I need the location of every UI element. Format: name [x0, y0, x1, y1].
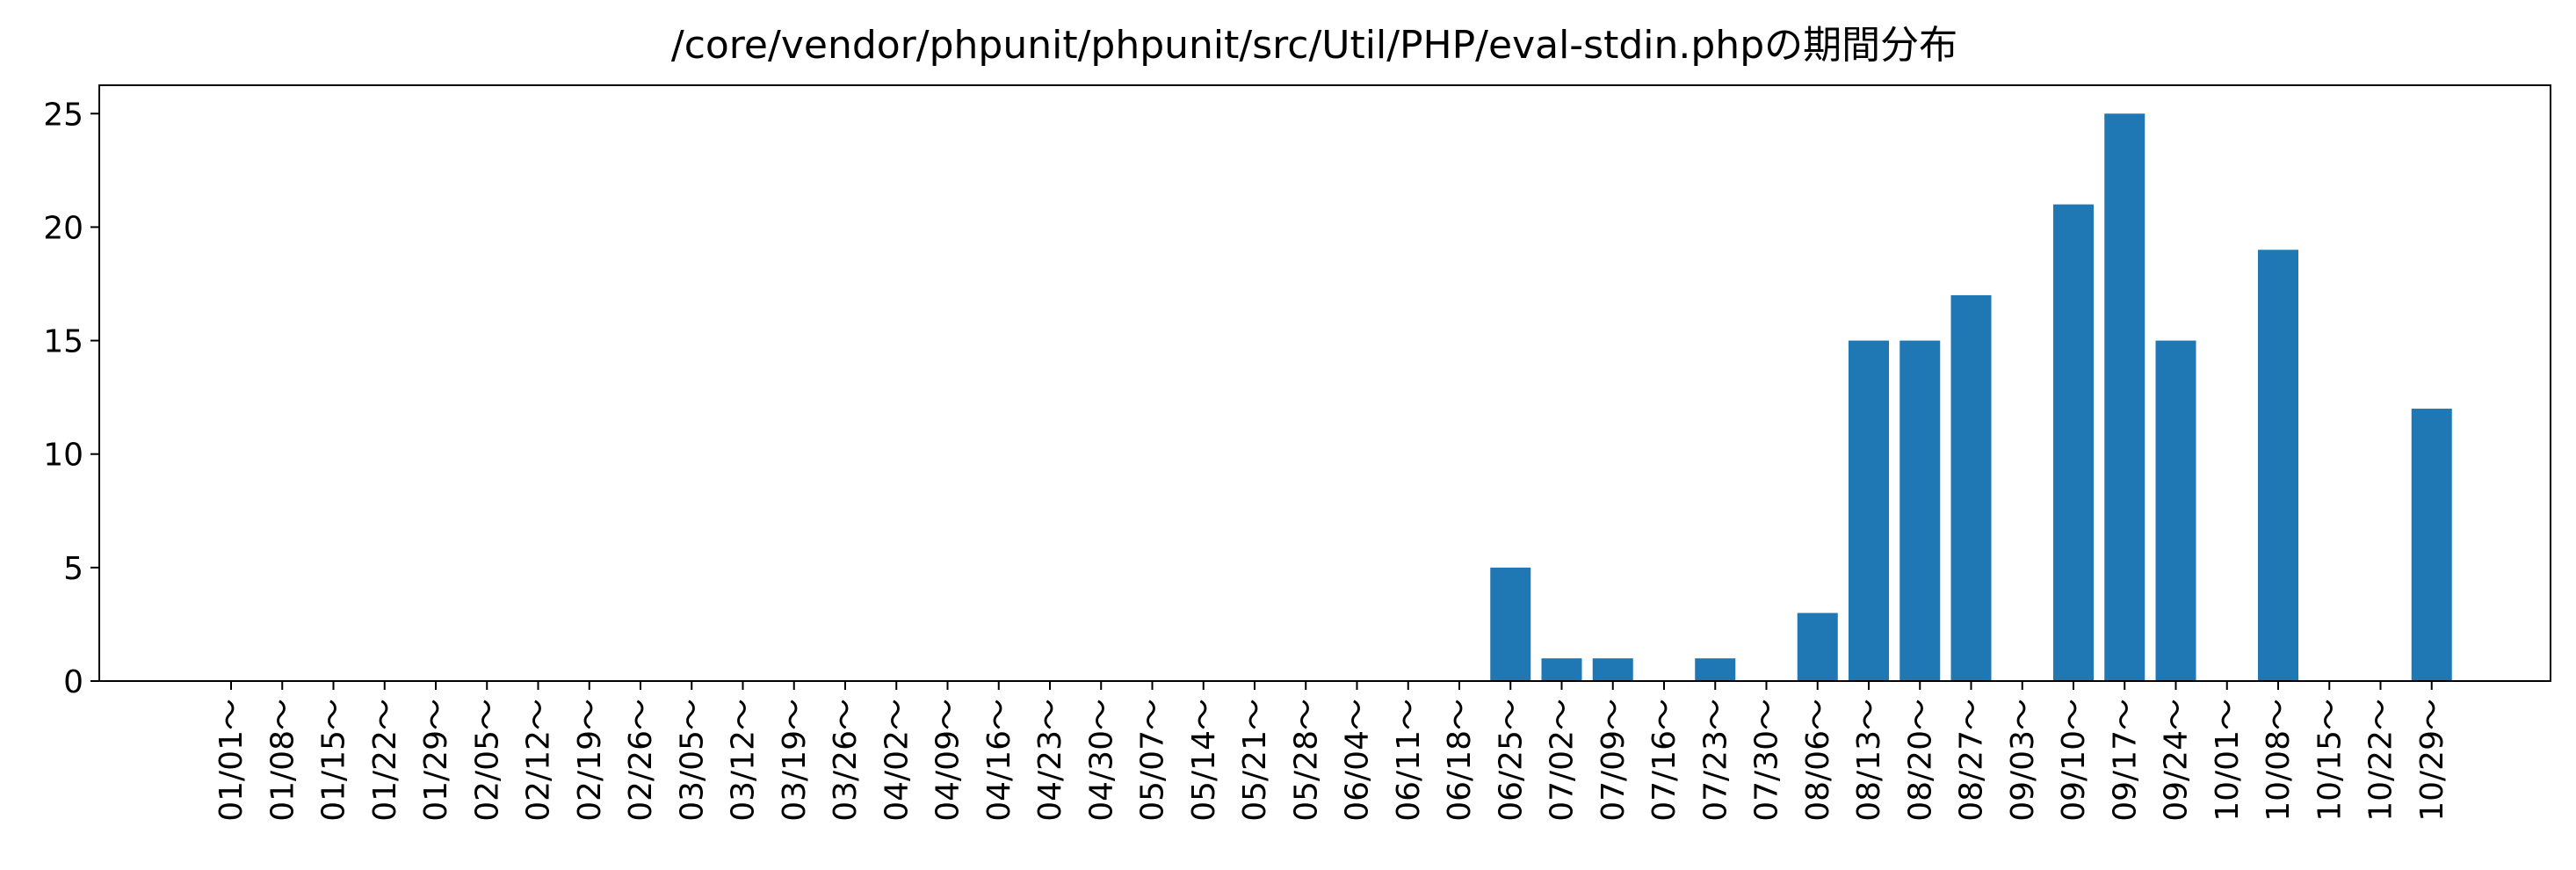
bar: [1541, 658, 1582, 681]
y-tick-label: 0: [63, 664, 83, 700]
bar: [1592, 658, 1633, 681]
y-tick-label: 20: [43, 210, 83, 246]
bar: [2155, 340, 2196, 681]
plot-frame: [98, 84, 2551, 682]
x-tick-label: 10/01～: [2210, 699, 2246, 822]
chart-title: /core/vendor/phpunit/phpunit/src/Util/PH…: [671, 23, 1957, 68]
x-tick-label: 10/15～: [2312, 699, 2348, 822]
x-tick-label: 02/26～: [623, 699, 659, 822]
x-tick-label: 09/17～: [2107, 699, 2143, 822]
x-tick-label: 01/08～: [264, 699, 300, 822]
x-tick-label: 07/23～: [1697, 699, 1733, 822]
x-tick-label: 10/22～: [2363, 699, 2399, 822]
x-tick-label: 03/05～: [674, 699, 710, 822]
x-tick-label: 04/16～: [981, 699, 1017, 822]
x-tick-label: 07/16～: [1646, 699, 1682, 822]
bar: [2411, 409, 2452, 681]
y-axis: 0 5 10 15 20 25: [43, 97, 99, 700]
x-tick-label: 04/30～: [1083, 699, 1119, 822]
bar: [1950, 294, 1992, 681]
x-tick-label: 04/02～: [879, 699, 915, 822]
bar: [1490, 567, 1531, 681]
x-tick-label: 02/19～: [572, 699, 608, 822]
x-tick-label: 03/26～: [828, 699, 864, 822]
x-tick-label: 08/27～: [1954, 699, 1990, 822]
x-tick-label: 06/04～: [1340, 699, 1376, 822]
x-tick-label: 04/09～: [930, 699, 966, 822]
x-tick-label: 03/12～: [726, 699, 762, 822]
x-tick-label: 03/19～: [777, 699, 813, 822]
y-tick-label: 15: [43, 324, 83, 360]
x-tick-label: 09/03～: [2005, 699, 2041, 822]
bar: [2258, 250, 2298, 681]
x-tick-label: 06/11～: [1391, 699, 1427, 822]
x-tick-label: 06/25～: [1493, 699, 1529, 822]
bar: [1797, 613, 1838, 681]
x-tick-label: 05/07～: [1135, 699, 1171, 822]
x-tick-label: 05/21～: [1237, 699, 1273, 822]
bar: [1695, 658, 1736, 681]
x-tick-label: 05/28～: [1288, 699, 1324, 822]
x-tick-label: 09/24～: [2159, 699, 2195, 822]
y-tick-label: 10: [43, 438, 83, 474]
x-tick-label: 04/23～: [1032, 699, 1068, 822]
x-tick-label: 06/18～: [1442, 699, 1478, 822]
x-tick-label: 09/10～: [2056, 699, 2092, 822]
x-tick-label: 02/05～: [469, 699, 505, 822]
x-tick-label: 01/15～: [316, 699, 352, 822]
y-tick-label: 25: [43, 97, 83, 133]
x-tick-label: 08/13～: [1851, 699, 1887, 822]
x-tick-label: 10/08～: [2261, 699, 2297, 822]
x-tick-label: 05/14～: [1186, 699, 1222, 822]
x-tick-label: 07/30～: [1749, 699, 1785, 822]
x-tick-label: 01/22～: [367, 699, 403, 822]
bar: [2053, 204, 2094, 682]
x-tick-label: 01/29～: [418, 699, 454, 822]
bar: [2104, 113, 2145, 682]
x-tick-label: 10/29～: [2414, 699, 2450, 822]
x-tick-label: 08/06～: [1800, 699, 1836, 822]
x-tick-label: 01/01～: [213, 699, 250, 822]
x-axis: 01/01～ 01/08～ 01/15～ 01/22～ 01/29～ 02/05～ 02/1…: [213, 681, 2450, 822]
y-tick-label: 5: [63, 551, 83, 587]
bar: [1849, 340, 1889, 681]
x-tick-label: 07/02～: [1545, 699, 1581, 822]
x-tick-label: 07/09～: [1596, 699, 1632, 822]
bar: [1899, 340, 1941, 681]
x-tick-label: 08/20～: [1902, 699, 1938, 822]
x-tick-label: 02/12～: [521, 699, 557, 822]
bars-group: [1490, 113, 2452, 682]
